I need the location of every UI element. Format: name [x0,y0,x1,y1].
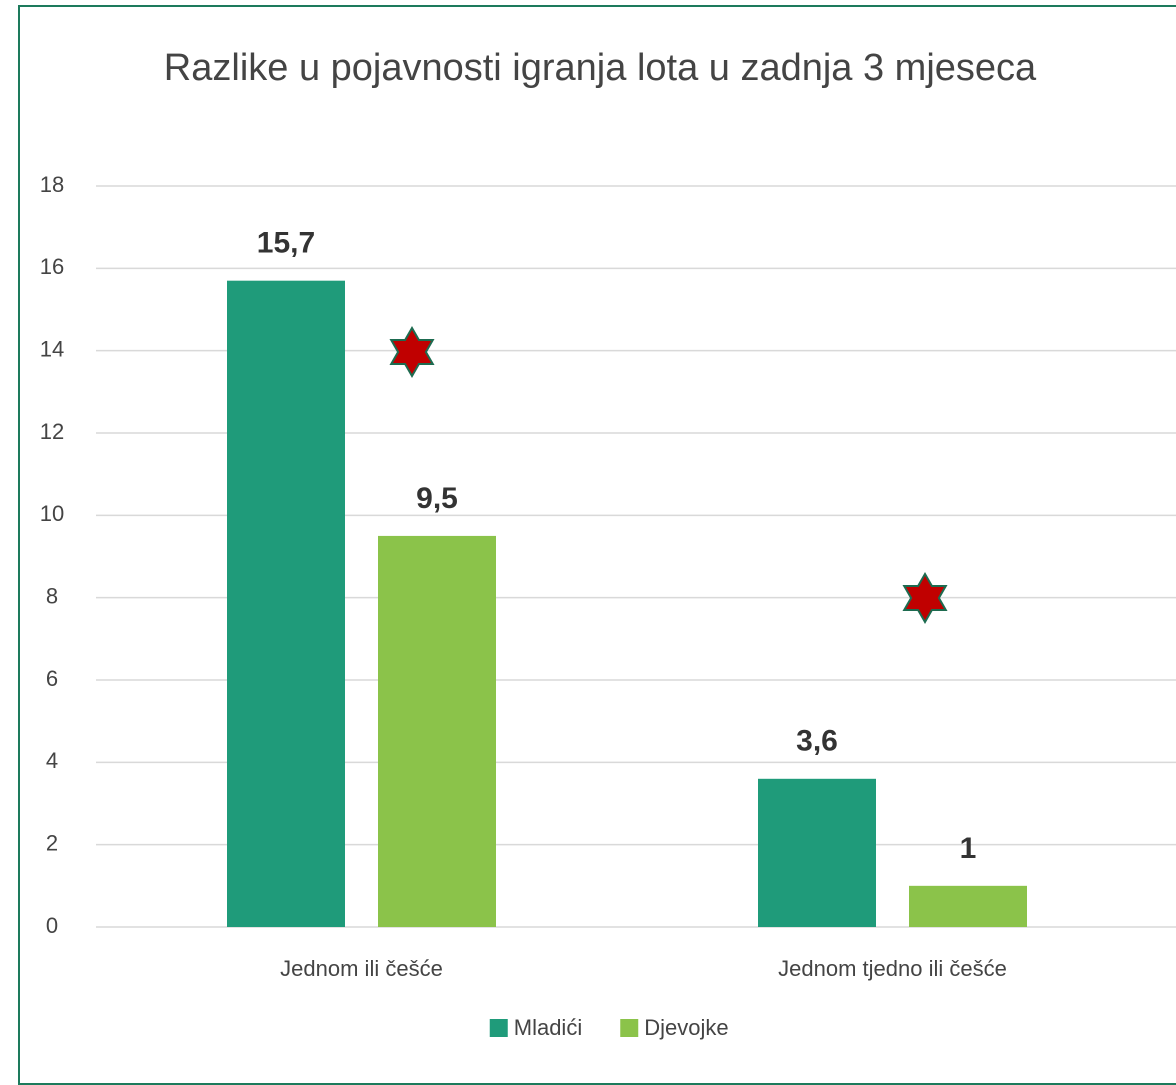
legend-label: Djevojke [644,1015,728,1040]
value-label: 3,6 [796,725,838,758]
y-tick-label: 2 [46,830,58,855]
value-label: 9,5 [416,482,458,515]
y-tick-label: 18 [40,172,64,197]
legend-swatch [620,1019,639,1037]
plot: 0 2 4 6 8 10 12 14 16 18 Jednom ili češće 15,7 9,5 Je… [40,172,1176,1040]
y-tick-label: 10 [40,501,64,526]
legend-label: Mladići [514,1015,582,1040]
value-label: 1 [960,832,977,865]
significance-star [902,571,948,625]
significance-star [389,325,435,379]
x-tick-label: Jednom tjedno ili češće [778,956,1007,981]
value-label: 15,7 [257,227,315,260]
bar [227,280,345,927]
y-tick-label: 16 [40,254,64,279]
legend-swatch [489,1019,508,1037]
bar [758,778,876,927]
bar [378,535,496,927]
y-tick-label: 8 [46,583,58,608]
y-tick-label: 4 [46,748,58,773]
y-tick-label: 6 [46,666,58,691]
chart-title: Razlike u pojavnosti igranja lota u zadn… [163,47,1037,89]
bar [909,885,1027,927]
y-tick-label: 0 [46,913,58,938]
y-tick-label: 12 [40,419,64,444]
y-tick-label: 14 [40,336,64,361]
x-tick-label: Jednom ili češće [280,956,443,981]
